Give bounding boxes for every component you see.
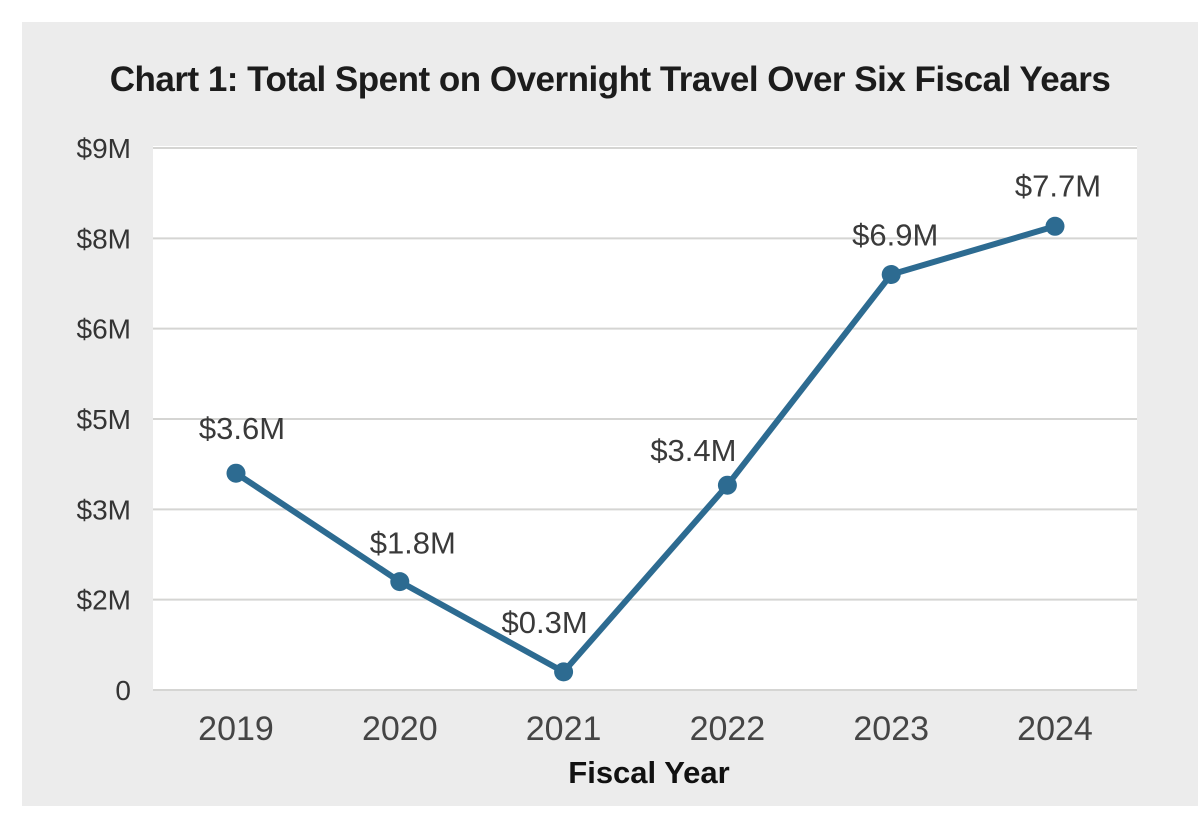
data-point-label: $7.7M <box>1015 168 1101 203</box>
data-point-labels-group: $3.6M $1.8M $0.3M $3.4M $6.9M $7.7M <box>199 168 1101 640</box>
data-point-marker <box>390 572 410 592</box>
x-axis-tick-label: 2019 <box>198 710 274 748</box>
data-point-label: $3.6M <box>199 411 285 446</box>
x-axis-tick-label: 2022 <box>690 710 766 748</box>
y-axis-tick-label: $6M <box>77 314 131 345</box>
y-axis-tick-label: $2M <box>77 585 131 616</box>
gridlines-group <box>153 147 1137 691</box>
data-point-marker <box>881 265 901 284</box>
data-point-marker <box>1045 216 1065 236</box>
trend-line <box>233 223 1058 675</box>
data-point-label: $1.8M <box>370 526 456 561</box>
x-axis-tick-label: 2023 <box>853 710 929 748</box>
data-point-marker <box>554 662 574 682</box>
data-point-label: $0.3M <box>502 605 588 640</box>
y-axis-tick-label: $9M <box>77 133 131 164</box>
x-axis-tick-label: 2021 <box>526 710 602 748</box>
x-axis-tick-label: 2024 <box>1017 710 1093 748</box>
y-axis-tick-label: $3M <box>77 494 131 525</box>
y-axis-tick-label: $5M <box>77 404 131 435</box>
x-axis-tick-labels-group: 2019 2020 2021 2022 2023 2024 <box>198 710 1093 748</box>
data-point-label: $6.9M <box>852 218 938 253</box>
data-point-marker <box>226 463 246 483</box>
data-point-label: $3.4M <box>650 433 736 468</box>
series-group <box>226 216 1065 682</box>
x-axis-title: Fiscal Year <box>568 755 729 790</box>
y-axis-tick-label: 0 <box>115 675 131 706</box>
x-axis-tick-label: 2020 <box>362 710 438 748</box>
y-axis-tick-labels-group: $9M $8M $6M $5M $3M $2M 0 <box>77 133 131 706</box>
data-point-marker <box>717 475 737 495</box>
y-axis-tick-label: $8M <box>77 223 131 254</box>
chart-title: Chart 1: Total Spent on Overnight Travel… <box>109 60 1111 99</box>
